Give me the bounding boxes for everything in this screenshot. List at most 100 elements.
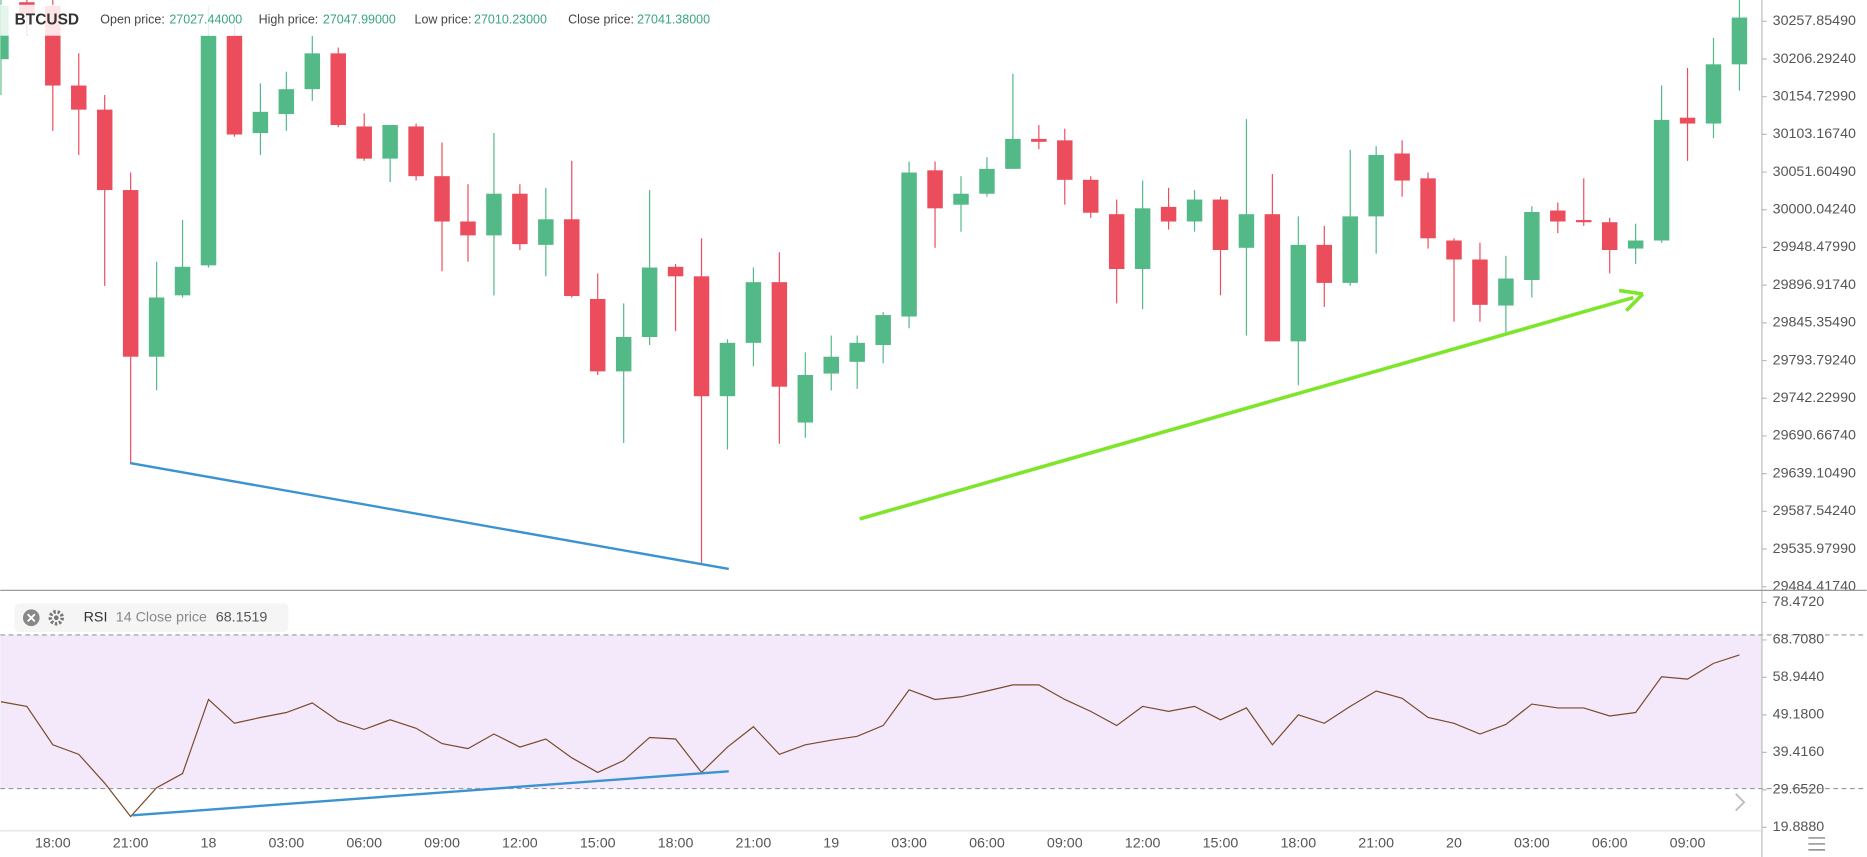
- x-tick-label: 03:00: [891, 836, 927, 852]
- x-tick-label: 20: [1446, 836, 1462, 852]
- rsi-params: 14 Close price: [116, 610, 207, 626]
- candle-body: [1498, 278, 1514, 306]
- x-tick-label: 18:00: [658, 836, 694, 852]
- arrow-head: [1618, 288, 1645, 312]
- candle-body: [1576, 220, 1592, 223]
- y-tick-label: 19.8880: [1773, 819, 1825, 835]
- band-fill: [0, 634, 1762, 789]
- y-tick-label: 29742.22990: [1773, 390, 1856, 406]
- candle-body: [71, 85, 87, 110]
- y-tick-label: 30051.60490: [1773, 164, 1856, 180]
- candle-body: [849, 342, 865, 362]
- x-tick-label: 06:00: [969, 836, 1005, 852]
- scroll-button[interactable]: [1735, 793, 1746, 812]
- candle-body: [1160, 206, 1177, 222]
- candle-body: [408, 126, 424, 177]
- x-tick-label: 09:00: [1670, 836, 1706, 852]
- x-tick-label: 06:00: [1592, 836, 1628, 852]
- settings-button[interactable]: [1808, 837, 1826, 851]
- field-value: 27010.23000: [474, 13, 547, 27]
- candle-body: [1134, 208, 1151, 270]
- settings-icon-center: [53, 615, 59, 621]
- y-tick-label: 29793.79240: [1773, 352, 1856, 368]
- candle-body: [1082, 179, 1099, 213]
- y-tick-label: 29948.47990: [1773, 239, 1856, 255]
- x-tick-label: 19: [823, 836, 839, 852]
- y-tick-label: 30154.72990: [1773, 88, 1856, 104]
- candle-body: [953, 193, 969, 205]
- time-axis: 18:00 21:00 18 03:00 06:00 09:00 12:00 15:00 18:…: [35, 836, 1705, 852]
- candle-body: [564, 219, 580, 297]
- candle-body: [538, 219, 554, 245]
- y-tick-label: 29535.97990: [1773, 541, 1856, 557]
- x-tick-label: 03:00: [268, 836, 304, 852]
- y-tick-label: 29484.41740: [1773, 578, 1856, 594]
- settings-icon[interactable]: [48, 610, 65, 626]
- candle-body: [979, 168, 995, 194]
- field-label: Close price:: [568, 13, 634, 27]
- y-tick-label: 30000.04240: [1773, 202, 1856, 218]
- candle-body: [1186, 199, 1203, 222]
- y-tick-label: 29.6520: [1773, 782, 1825, 798]
- candle-body: [1627, 240, 1644, 249]
- rsi-line: [0, 654, 1740, 818]
- y-tick-label: 29690.66740: [1773, 428, 1856, 444]
- candle-body: [512, 193, 528, 245]
- candle-body: [460, 221, 476, 236]
- candle-body: [1005, 138, 1021, 169]
- candle-body: [641, 267, 658, 337]
- header-bg: [0, 4, 727, 36]
- candle-body: [278, 89, 295, 115]
- price-axes: 30257.85490 30206.29240 30154.72990 30103.1…: [1761, 13, 1856, 835]
- y-tick-label: 29639.10490: [1773, 465, 1856, 481]
- symbol: BTCUSD: [15, 11, 79, 28]
- x-tick-label: 21:00: [736, 836, 772, 852]
- rsi-title: RSI: [84, 610, 108, 626]
- x-tick-label: 15:00: [1203, 836, 1239, 852]
- candle-body: [589, 298, 606, 372]
- x-tick-label: 03:00: [1514, 836, 1550, 852]
- candle-body: [174, 266, 191, 296]
- candle-body: [434, 176, 450, 222]
- candle-body: [615, 336, 632, 372]
- candle-body: [382, 125, 398, 159]
- y-tick-label: 30103.16740: [1773, 126, 1856, 142]
- y-tick-label: 58.9440: [1773, 669, 1825, 685]
- x-tick-label: 18:00: [35, 836, 71, 852]
- trend-line: [132, 770, 729, 817]
- y-tick-label: 68.7080: [1773, 632, 1825, 648]
- candle-body: [1368, 154, 1384, 217]
- candle-body: [200, 35, 217, 266]
- field-value: 27027.44000: [169, 13, 242, 27]
- x-tick-label: 09:00: [1047, 836, 1083, 852]
- y-tick-label: 30257.85490: [1773, 13, 1856, 29]
- candle-body: [927, 170, 943, 209]
- field-value: 27041.38000: [637, 13, 710, 27]
- candle-body: [1264, 214, 1281, 342]
- trend-line: [129, 461, 729, 571]
- candle-body: [486, 193, 502, 236]
- candle-body: [797, 375, 814, 423]
- candle-body: [1601, 222, 1618, 251]
- price-panel: [0, 0, 1748, 566]
- candle-body: [875, 315, 891, 346]
- candle-body: [745, 282, 762, 343]
- arrow-line: [859, 295, 1634, 521]
- candle-body: [1679, 117, 1696, 124]
- candle-body: [226, 35, 243, 135]
- x-tick-label: 18: [201, 836, 217, 852]
- candle-body: [1446, 240, 1462, 260]
- y-tick-label: 29896.91740: [1773, 277, 1856, 293]
- candle-body: [771, 282, 788, 387]
- x-tick-label: 21:00: [113, 836, 149, 852]
- candle-body: [823, 356, 839, 374]
- candle-body: [1550, 210, 1566, 222]
- rsi-background: [0, 634, 1867, 790]
- candle-body: [1316, 244, 1333, 283]
- candle-body: [252, 111, 269, 134]
- settings-lines: [1808, 837, 1826, 851]
- y-tick-label: 29845.35490: [1773, 315, 1856, 331]
- candle-body: [1653, 119, 1670, 241]
- candle-body: [693, 276, 710, 397]
